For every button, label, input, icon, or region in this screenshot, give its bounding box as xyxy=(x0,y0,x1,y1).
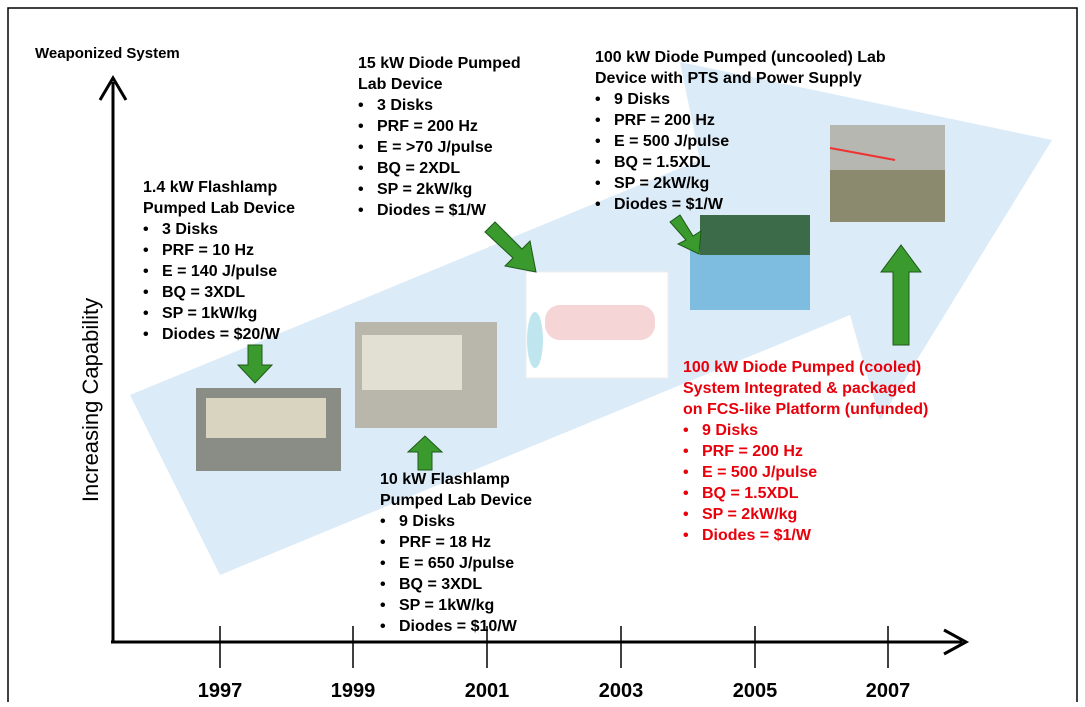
device-title: 100 kW Diode Pumped (cooled) xyxy=(683,359,921,376)
bullet: BQ = 1.5XDL xyxy=(614,154,711,171)
bullet-dot: • xyxy=(358,118,364,135)
device-title: Lab Device xyxy=(358,76,443,93)
top-label: Weaponized System xyxy=(35,45,180,62)
bullet: 9 Disks xyxy=(614,91,670,108)
bullet-dot: • xyxy=(595,133,601,150)
bullet: SP = 2kW/kg xyxy=(377,181,472,198)
bullet-dot: • xyxy=(380,513,386,530)
bullet: Diodes = $1/W xyxy=(614,196,724,213)
bullet-dot: • xyxy=(683,485,689,502)
bullet-dot: • xyxy=(143,326,149,343)
bullet: E = >70 J/pulse xyxy=(377,139,493,156)
bullet-dot: • xyxy=(143,221,149,238)
bullet-dot: • xyxy=(358,160,364,177)
x-tick-label: 2001 xyxy=(465,680,510,702)
bullet-dot: • xyxy=(143,242,149,259)
bullet-dot: • xyxy=(683,506,689,523)
bullet: PRF = 18 Hz xyxy=(399,534,491,551)
device-title: 100 kW Diode Pumped (uncooled) Lab xyxy=(595,49,886,66)
bullet-dot: • xyxy=(683,464,689,481)
device-title: 1.4 kW Flashlamp xyxy=(143,179,277,196)
bullet: 3 Disks xyxy=(377,97,433,114)
photo-detail xyxy=(362,335,462,390)
photo-detail xyxy=(545,305,655,340)
bullet: BQ = 1.5XDL xyxy=(702,485,799,502)
bullet-dot: • xyxy=(358,97,364,114)
x-tick-label: 2007 xyxy=(866,680,911,702)
x-tick-label: 2003 xyxy=(599,680,644,702)
photo-sky xyxy=(830,125,945,170)
bullet: PRF = 10 Hz xyxy=(162,242,254,259)
slide: Weaponized System Increasing Capability … xyxy=(0,0,1085,702)
bullet-dot: • xyxy=(380,597,386,614)
bullet: E = 140 J/pulse xyxy=(162,263,277,280)
x-tick-label: 1997 xyxy=(198,680,243,702)
x-tick-label: 2005 xyxy=(733,680,778,702)
bullet-dot: • xyxy=(595,196,601,213)
bullet-dot: • xyxy=(380,534,386,551)
bullet-dot: • xyxy=(143,263,149,280)
y-label: Increasing Capability xyxy=(78,298,103,502)
device-title: System Integrated & packaged xyxy=(683,380,916,397)
hardware xyxy=(700,215,810,255)
bullet: 9 Disks xyxy=(702,422,758,439)
bullet: Diodes = $10/W xyxy=(399,618,518,635)
bullet-dot: • xyxy=(143,284,149,301)
photo-detail xyxy=(206,398,326,438)
device-title: 15 kW Diode Pumped xyxy=(358,55,521,72)
bullet-dot: • xyxy=(358,181,364,198)
bullet: BQ = 3XDL xyxy=(399,576,482,593)
bullet-dot: • xyxy=(595,154,601,171)
bullet: E = 650 J/pulse xyxy=(399,555,514,572)
bullet: SP = 2kW/kg xyxy=(614,175,709,192)
bullet: SP = 1kW/kg xyxy=(399,597,494,614)
bullet-dot: • xyxy=(595,175,601,192)
bullet-dot: • xyxy=(683,527,689,544)
bullet: PRF = 200 Hz xyxy=(614,112,715,129)
bullet-dot: • xyxy=(358,139,364,156)
device-title: 10 kW Flashlamp xyxy=(380,471,510,488)
bullet: E = 500 J/pulse xyxy=(614,133,729,150)
device-title: on FCS-like Platform (unfunded) xyxy=(683,401,928,418)
bullet-dot: • xyxy=(380,555,386,572)
bullet: BQ = 3XDL xyxy=(162,284,245,301)
x-tick-label: 1999 xyxy=(331,680,376,702)
bullet: 3 Disks xyxy=(162,221,218,238)
bullet: PRF = 200 Hz xyxy=(702,443,803,460)
bullet: Diodes = $20/W xyxy=(162,326,281,343)
bullet: Diodes = $1/W xyxy=(377,202,487,219)
bullet-dot: • xyxy=(380,576,386,593)
bullet: E = 500 J/pulse xyxy=(702,464,817,481)
photo-detail xyxy=(527,312,543,368)
bullet-dot: • xyxy=(683,443,689,460)
bullet: BQ = 2XDL xyxy=(377,160,460,177)
bullet-dot: • xyxy=(143,305,149,322)
bullet-dot: • xyxy=(683,422,689,439)
device-title: Device with PTS and Power Supply xyxy=(595,70,862,87)
bullet: SP = 2kW/kg xyxy=(702,506,797,523)
bullet-dot: • xyxy=(380,618,386,635)
device-title: Pumped Lab Device xyxy=(143,200,295,217)
bullet-dot: • xyxy=(595,91,601,108)
bullet: SP = 1kW/kg xyxy=(162,305,257,322)
bullet-dot: • xyxy=(595,112,601,129)
bullet: Diodes = $1/W xyxy=(702,527,812,544)
bullet: PRF = 200 Hz xyxy=(377,118,478,135)
bullet-dot: • xyxy=(358,202,364,219)
device-title: Pumped Lab Device xyxy=(380,492,532,509)
bullet: 9 Disks xyxy=(399,513,455,530)
